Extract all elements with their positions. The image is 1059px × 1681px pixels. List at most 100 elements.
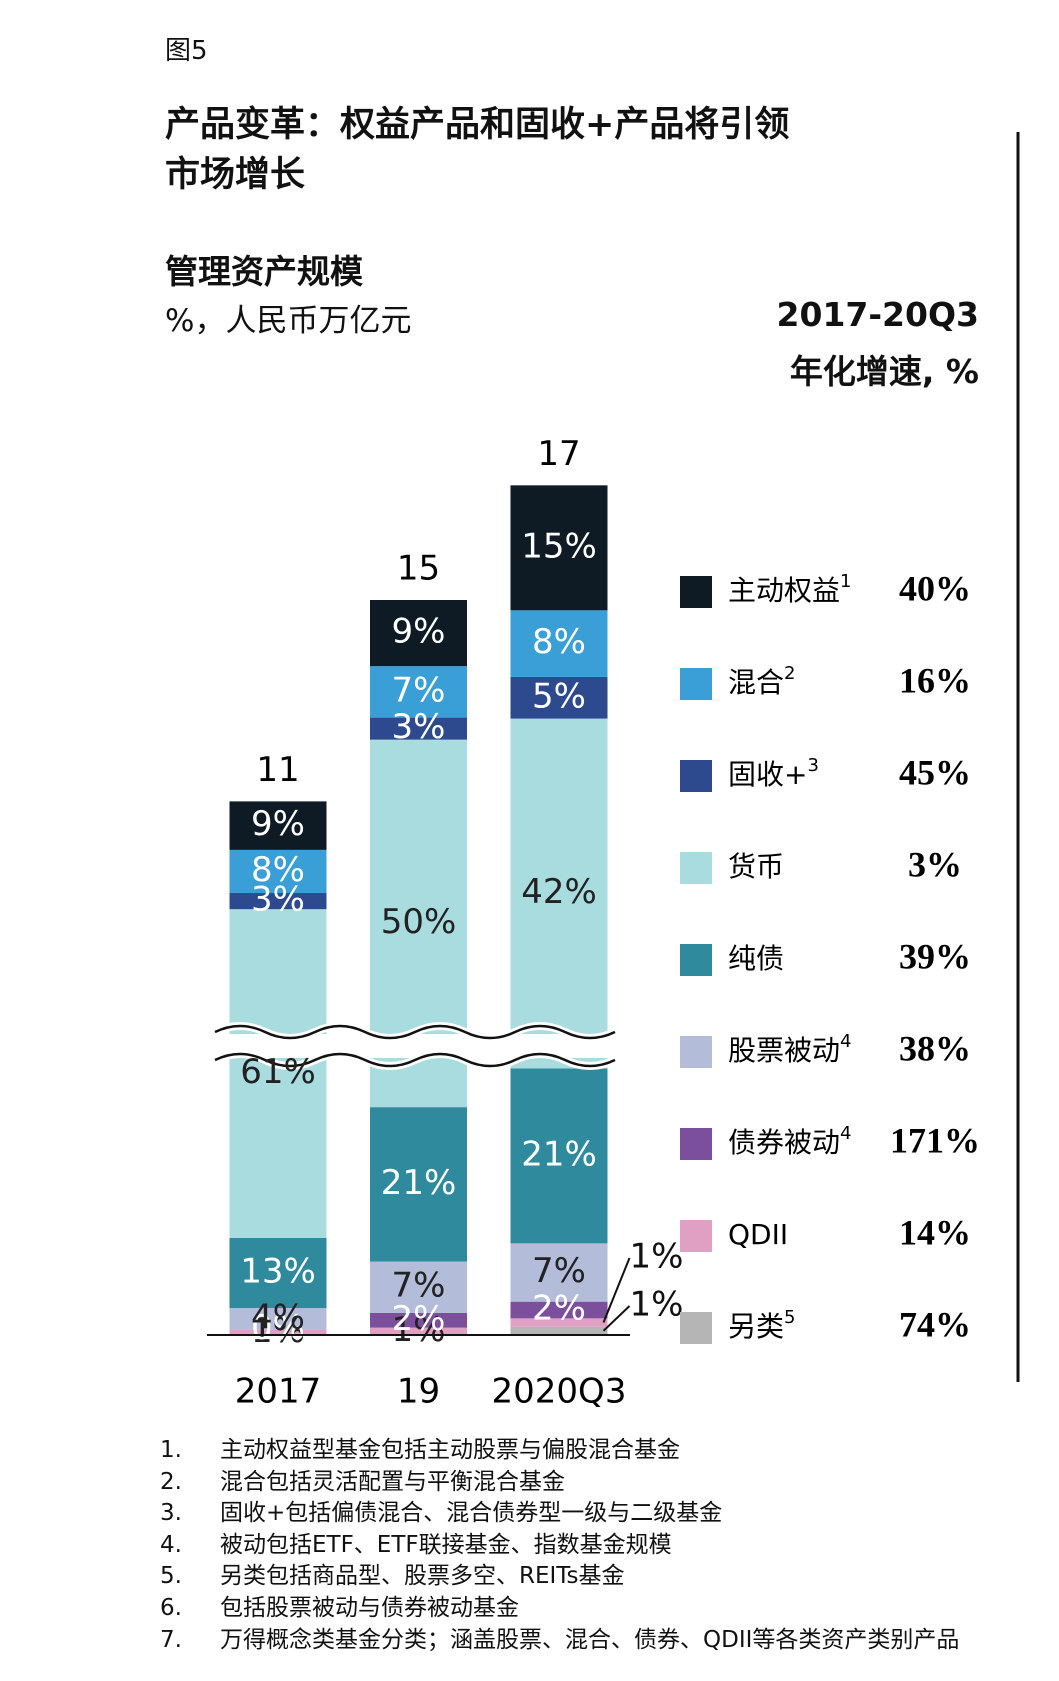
footnote-marker: 6. — [160, 1594, 182, 1621]
growth-label: 3% — [908, 844, 962, 884]
bar-segment — [510, 1326, 608, 1335]
footnote-text: 混合包括灵活配置与平衡混合基金 — [220, 1468, 565, 1495]
data-label: 7% — [392, 670, 446, 710]
growth-label: 40% — [899, 568, 971, 608]
growth-label: 16% — [899, 660, 971, 700]
legend-label: QDII — [728, 1218, 788, 1251]
growth-label: 74% — [899, 1304, 971, 1344]
bar-segment — [510, 1068, 608, 1244]
legend-name: 债券被动 — [728, 1126, 840, 1159]
bar-segment — [229, 909, 327, 1238]
data-label: 15% — [521, 526, 597, 566]
footnote: 2. 混合包括灵活配置与平衡混合基金 — [160, 1467, 959, 1499]
legend-label: 混合2 — [728, 663, 795, 699]
data-label: 1% — [392, 1310, 446, 1350]
data-label: 21% — [381, 1163, 457, 1203]
footnotes: 1. 主动权益型基金包括主动股票与偏股混合基金 2. 混合包括灵活配置与平衡混合基金 3… — [160, 1435, 959, 1656]
bar-segment — [370, 600, 467, 667]
legend-label: 股票被动4 — [728, 1031, 851, 1067]
legend-note: 3 — [807, 755, 818, 776]
legend-name: 混合 — [728, 666, 784, 699]
data-label: 8% — [251, 850, 305, 890]
bar-segment — [370, 1107, 467, 1262]
figure-label: 图5 — [165, 36, 208, 66]
footnote-text: 另类包括商品型、股票多空、REITs基金 — [220, 1563, 625, 1590]
break-line — [214, 1052, 616, 1068]
total-label: 17 — [537, 434, 580, 474]
legend-note: 4 — [840, 1123, 851, 1144]
legend-name: 货币 — [728, 850, 784, 883]
legend-name: 纯债 — [728, 942, 784, 975]
legend-label: 另类5 — [728, 1307, 795, 1343]
legend-label: 货币 — [728, 850, 784, 883]
axis-break — [213, 1022, 620, 1070]
legend-label: 纯债 — [728, 942, 784, 975]
bar-segment — [510, 485, 608, 611]
footnote-marker: 7. — [160, 1626, 182, 1653]
data-label: 8% — [532, 622, 586, 662]
legend-note: 5 — [784, 1307, 795, 1328]
legend-swatch — [680, 852, 712, 884]
growth-label: 38% — [899, 1028, 971, 1068]
data-label: 42% — [521, 872, 597, 912]
x-tick-label: 2020Q3 — [492, 1372, 627, 1412]
leader-line — [602, 1257, 631, 1323]
footnote-marker: 5. — [160, 1563, 182, 1590]
x-tick-label: 2017 — [235, 1372, 322, 1412]
break-line — [214, 1024, 616, 1040]
footnote-marker: 4. — [160, 1531, 182, 1558]
footnote: 7. 万得概念类基金分类；涵盖股票、混合、债券、QDII等各类资产类别产品 — [160, 1625, 959, 1657]
footnote-text: 主动权益型基金包括主动股票与偏股混合基金 — [220, 1437, 680, 1463]
growth-label: 45% — [899, 752, 971, 792]
legend-swatch — [680, 1036, 712, 1068]
legend-swatch — [680, 760, 712, 792]
data-label: 9% — [392, 612, 446, 652]
footnote: 5. 另类包括商品型、股票多空、REITs基金 — [160, 1561, 959, 1593]
bar-segment — [229, 893, 327, 910]
data-label: 21% — [521, 1134, 597, 1174]
data-label: 0% — [251, 1308, 305, 1348]
bar-segment — [370, 1327, 467, 1335]
legend-label: 固收+3 — [728, 755, 819, 791]
bar-segment — [229, 1308, 327, 1330]
data-label: 61% — [240, 1052, 316, 1092]
data-label: 3% — [392, 707, 446, 747]
growth-label: 39% — [899, 936, 971, 976]
legend-label: 债券被动4 — [728, 1123, 851, 1159]
footnote: 6. 包括股票被动与债券被动基金 — [160, 1593, 959, 1625]
bar-segment — [370, 1261, 467, 1313]
legend-swatch — [680, 944, 712, 976]
bar-segment — [510, 676, 608, 719]
bar-segment — [510, 1318, 608, 1327]
bar-segment — [510, 718, 608, 1069]
footnote-marker: 1. — [160, 1437, 182, 1463]
bar-segment — [229, 1329, 327, 1335]
data-label: 5% — [532, 676, 586, 716]
total-label: 15 — [397, 549, 440, 589]
legend-name: 股票被动 — [728, 1034, 840, 1067]
footnote: 1. 主动权益型基金包括主动股票与偏股混合基金 — [160, 1435, 959, 1467]
data-label: 1% — [251, 1311, 305, 1351]
growth-label: 171% — [890, 1120, 980, 1160]
x-tick-label: 19 — [397, 1372, 440, 1412]
footnote-text: 固收+包括偏债混合、混合债券型一级与二级基金 — [220, 1500, 723, 1527]
data-label: 50% — [381, 902, 457, 942]
bar-segment — [370, 666, 467, 718]
title: 产品变革：权益产品和固收+产品将引领市场增长 — [165, 105, 790, 195]
bar-segment — [510, 610, 608, 677]
bar-segment — [229, 1237, 327, 1309]
growth-label: 14% — [899, 1212, 971, 1252]
footnote-text: 被动包括ETF、ETF联接基金、指数基金规模 — [220, 1531, 672, 1558]
data-label: 7% — [392, 1266, 446, 1306]
bar-segment — [229, 849, 327, 894]
growth-header: 2017-20Q3 — [776, 295, 979, 334]
legend-swatch — [680, 576, 712, 608]
bar-segment — [370, 1312, 467, 1328]
footnote: 3. 固收+包括偏债混合、混合债券型一级与二级基金 — [160, 1498, 959, 1530]
legend-name: 固收+ — [728, 758, 807, 791]
legend-swatch — [680, 1220, 712, 1252]
growth-unit: 年化增速, % — [789, 352, 979, 391]
unit: %，人民币万亿元 — [165, 303, 412, 339]
